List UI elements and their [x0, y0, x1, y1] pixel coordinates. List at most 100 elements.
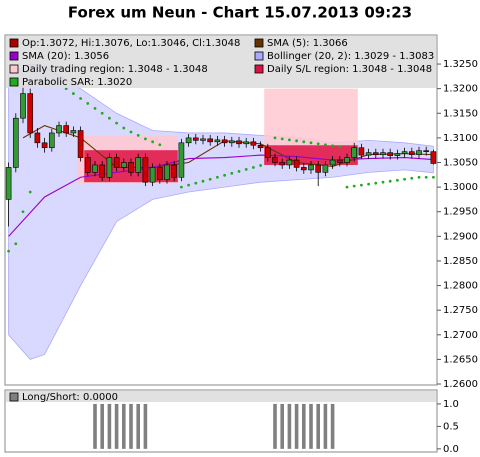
legend-label: Bollinger (20, 2): 1.3029 - 1.3083	[267, 51, 434, 62]
candle-body	[5, 167, 12, 200]
bar	[294, 403, 299, 449]
bar	[93, 403, 97, 449]
sar-dot	[14, 242, 18, 246]
sar-dot	[93, 106, 97, 110]
legend-swatch	[254, 64, 264, 74]
candle-body	[27, 93, 34, 134]
candle-body	[430, 151, 437, 164]
candle-body	[20, 93, 26, 119]
legend-swatch	[254, 51, 264, 61]
bar	[280, 403, 284, 449]
candle-body	[34, 132, 41, 144]
candle-body	[120, 162, 127, 168]
candle-body	[113, 157, 120, 168]
y-tick-label: 1.2800	[443, 281, 478, 292]
candle-body	[56, 125, 62, 134]
y-tick-label: 1.0	[443, 399, 459, 410]
sar-dot	[338, 145, 342, 149]
candle-body	[228, 140, 235, 144]
candle-body	[41, 142, 48, 149]
sar-dot	[79, 97, 82, 100]
chart-title: Forex um Neun - Chart 15.07.2013 09:23	[68, 4, 412, 22]
sar-dot	[424, 175, 428, 179]
candle-body	[207, 138, 214, 143]
legend-swatch	[9, 38, 19, 48]
legend-label: Op:1.3072, Hi:1.3076, Lo:1.3046, Cl:1.30…	[22, 38, 240, 49]
candle-body	[164, 164, 170, 181]
legend-swatch	[9, 77, 19, 87]
bar	[136, 403, 140, 449]
legend-label: SMA (20): 1.3056	[22, 51, 109, 62]
y-tick-label: 1.3100	[443, 133, 478, 144]
candle-body	[344, 157, 350, 163]
bar	[129, 403, 133, 449]
sar-dot	[432, 175, 435, 179]
bar	[273, 403, 277, 449]
bar	[330, 403, 335, 449]
sar-dot	[122, 126, 126, 130]
sar-dot	[151, 140, 155, 144]
bar	[316, 403, 320, 449]
sar-dot	[180, 185, 183, 189]
sar-dot	[417, 175, 421, 179]
candle-body	[70, 130, 77, 134]
sar-dot	[7, 249, 10, 253]
sar-dot	[403, 177, 406, 181]
candle-body	[365, 152, 372, 156]
sar-dot	[331, 144, 334, 148]
sar-dot	[237, 169, 241, 173]
candle-body	[156, 167, 163, 181]
sar-dot	[158, 143, 162, 147]
sar-dot	[100, 111, 104, 115]
bar	[309, 403, 313, 449]
legend-swatch	[254, 38, 264, 48]
sar-dot	[216, 175, 219, 179]
candle-body	[221, 139, 228, 144]
legend-label: Daily S/L region: 1.3048 - 1.3048	[267, 64, 432, 75]
bar	[107, 403, 112, 449]
sar-dot	[72, 92, 75, 95]
candle-body	[250, 141, 257, 146]
bar	[114, 403, 119, 449]
sar-dot	[252, 166, 255, 169]
y-tick-label: 1.3200	[443, 84, 478, 95]
sar-dot	[410, 176, 414, 180]
candle-body	[387, 152, 394, 156]
sar-dot	[115, 121, 118, 125]
sar-dot	[324, 143, 327, 147]
sar-dot	[86, 102, 90, 105]
candle-body	[185, 137, 192, 144]
y-tick-label: 1.3150	[443, 108, 478, 119]
legend-background	[6, 36, 436, 88]
y-tick-label: 1.2600	[443, 379, 478, 390]
candle-body	[214, 139, 221, 143]
candle-body	[77, 130, 84, 158]
candle-body	[192, 137, 199, 141]
candle-body	[300, 167, 307, 171]
y-tick-label: 1.2900	[443, 231, 478, 242]
candle-body	[200, 138, 206, 141]
candle-body	[257, 144, 264, 149]
candle-body	[178, 142, 185, 178]
candle-body	[135, 157, 142, 173]
sar-dot	[208, 177, 212, 181]
candle-body	[92, 164, 98, 173]
legend-swatch	[9, 64, 19, 74]
sar-dot	[108, 116, 111, 120]
sar-dot	[28, 190, 32, 194]
bar	[323, 403, 328, 449]
candle-body	[336, 159, 343, 163]
sar-dot	[244, 167, 248, 171]
candle-body	[322, 164, 329, 173]
y-tick-label: 1.3050	[443, 157, 478, 168]
sar-dot	[396, 178, 399, 182]
sar-dot	[144, 137, 147, 141]
bar	[143, 403, 148, 449]
legend-label: Long/Short: 0.0000	[22, 392, 118, 403]
candle-body	[236, 140, 242, 145]
candle-body	[84, 157, 91, 173]
candle-body	[12, 117, 19, 168]
y-tick-label: 1.2850	[443, 256, 478, 267]
candle-body	[99, 164, 106, 178]
candle-body	[351, 147, 358, 158]
